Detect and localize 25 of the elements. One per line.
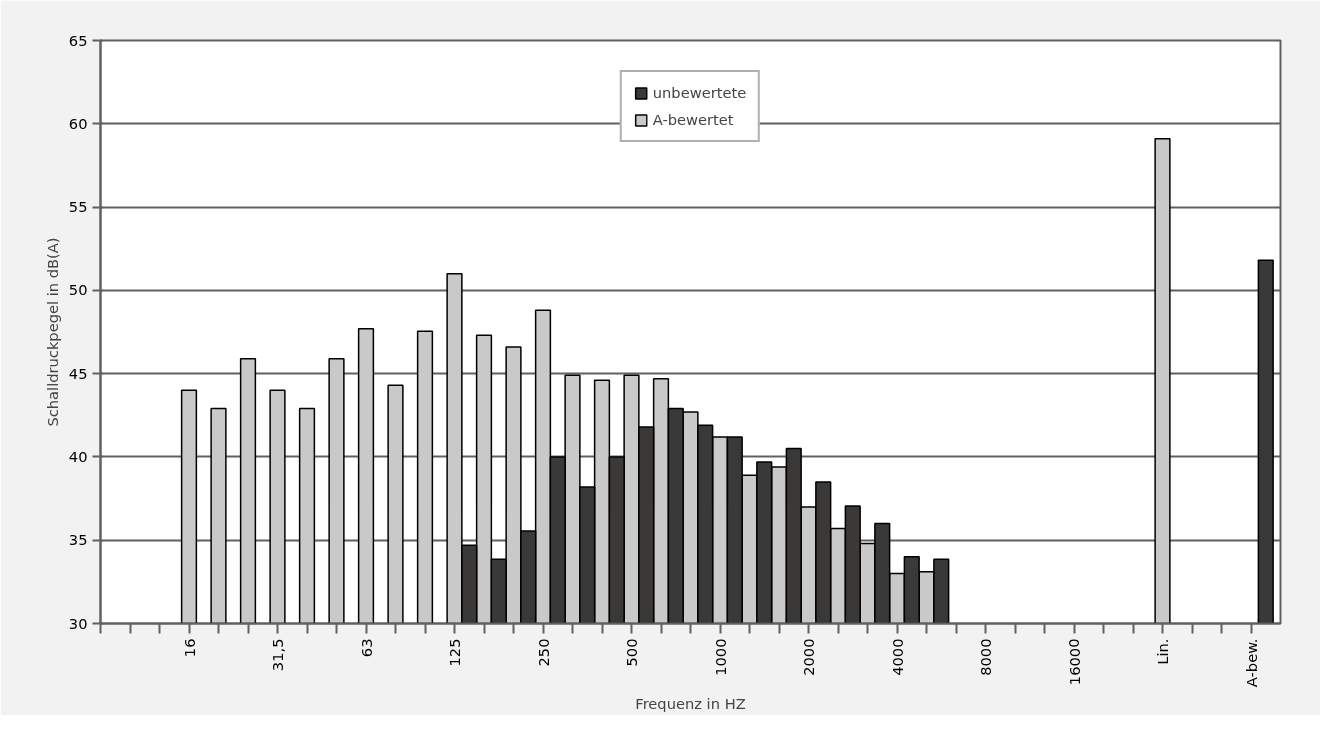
y-axis-title: Schalldruckpegel in dB(A) [43, 237, 61, 427]
x-tick-label: 16000 [1065, 638, 1083, 686]
x-tick-label: A-bew. [1242, 638, 1260, 688]
x-tick-label: 250 [534, 638, 552, 667]
y-tick-label: 35 [68, 531, 88, 549]
y-tick-label: 50 [68, 281, 88, 299]
legend-label: unbewertete [652, 84, 747, 101]
x-tick-label: 31,5 [269, 638, 286, 672]
x-axis-title: Frequenz in HZ [635, 695, 746, 713]
x-tick-label: 2000 [800, 638, 817, 676]
x-tick-label: 63 [357, 638, 375, 658]
x-tick-label: 125 [446, 638, 463, 667]
y-tick-label: 30 [68, 614, 88, 632]
y-tick-label: 45 [68, 364, 88, 382]
x-tick-label: Lin. [1154, 638, 1171, 665]
x-tick-label: 4000 [888, 638, 906, 676]
legend-label: A-bewertet [652, 111, 734, 128]
y-tick-label: 65 [68, 31, 88, 49]
y-tick-label: 55 [68, 198, 88, 216]
x-tick-label: 8000 [977, 638, 994, 676]
x-tick-label: 1000 [711, 638, 729, 676]
x-tick-label: 500 [623, 638, 640, 667]
y-tick-label: 40 [68, 447, 88, 465]
x-tick-label: 16 [180, 638, 198, 658]
y-tick-label: 60 [68, 114, 88, 132]
